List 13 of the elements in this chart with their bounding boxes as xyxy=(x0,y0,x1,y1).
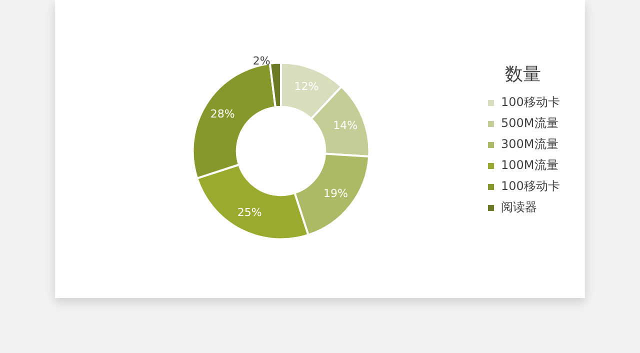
data-label: 14% xyxy=(333,119,358,132)
legend-label: 100M流量 xyxy=(501,157,558,174)
legend-label: 阅读器 xyxy=(501,199,537,216)
data-label: 12% xyxy=(294,80,319,94)
legend-label: 500M流量 xyxy=(501,115,558,132)
legend-label: 300M流量 xyxy=(501,136,558,153)
data-label: 25% xyxy=(237,206,262,220)
legend-label: 100移动卡 xyxy=(501,94,560,111)
legend-label: 100移动卡 xyxy=(501,178,560,195)
data-label: 19% xyxy=(323,186,348,200)
data-label: 2% xyxy=(252,54,270,68)
data-label: 28% xyxy=(210,107,235,120)
legend-title: 数量 xyxy=(505,64,542,86)
